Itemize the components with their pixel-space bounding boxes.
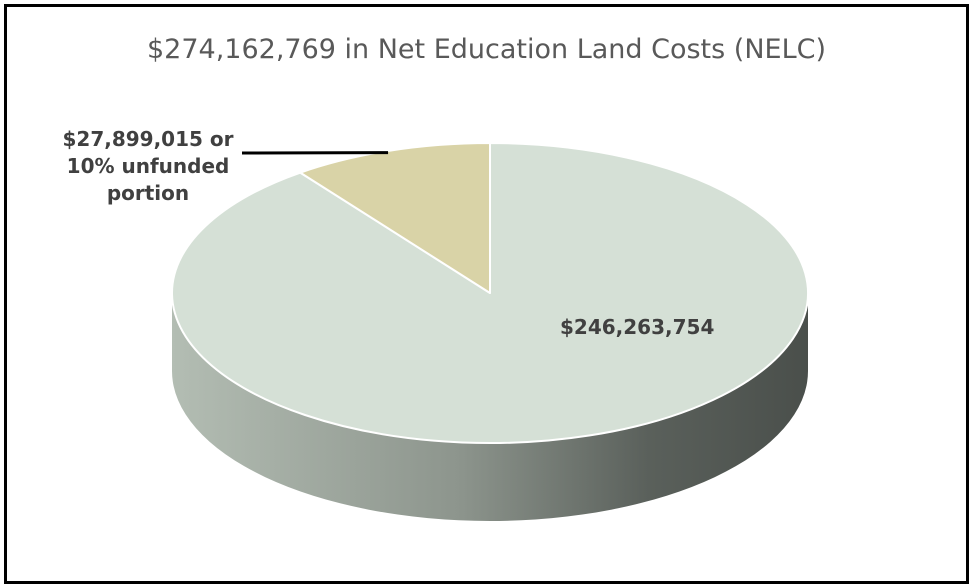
unfunded-label-line-3: portion xyxy=(106,181,190,205)
chart-title: $274,162,769 in Net Education Land Costs… xyxy=(146,34,827,65)
pie-slice-unfunded xyxy=(299,142,491,294)
unfunded-label-line-1: $27,899,015 or xyxy=(62,127,234,151)
unfunded-label-line-2: 10% unfunded xyxy=(66,154,230,178)
unfunded-portion-label: $27,899,015 or 10% unfunded portion xyxy=(28,126,268,207)
funded-portion-label: $246,263,754 xyxy=(560,315,715,339)
pie-side-wall xyxy=(172,293,808,521)
